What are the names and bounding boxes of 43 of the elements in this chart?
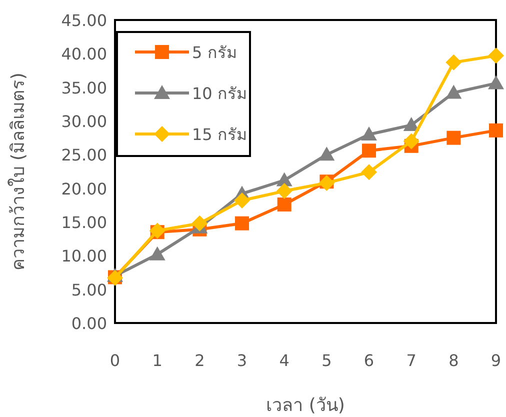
y-tick-label: 0.00: [71, 314, 107, 333]
point: [234, 192, 250, 208]
point: [362, 144, 376, 158]
point: [403, 117, 420, 132]
point: [489, 123, 503, 138]
y-tick-label: 40.00: [61, 44, 107, 64]
point: [446, 54, 462, 70]
point: [235, 216, 249, 230]
y-tick-label: 10.00: [61, 246, 107, 266]
point: [446, 84, 462, 99]
y-tick-label: 20.00: [61, 179, 107, 198]
point: [446, 130, 461, 145]
point: [361, 164, 377, 180]
legend-label: 5 กรัม: [192, 43, 238, 62]
x-axis-title: เวลา (วัน): [266, 395, 345, 416]
x-tick-label: 1: [152, 351, 162, 370]
y-tick-label: 35.00: [61, 78, 107, 98]
point: [149, 246, 166, 260]
point: [276, 183, 292, 200]
x-tick-label: 2: [194, 351, 205, 370]
point: [488, 48, 504, 64]
y-tick-label: 25.00: [61, 146, 107, 165]
legend-label: 10 กรัม: [192, 84, 248, 103]
point: [318, 146, 335, 161]
x-tick-label: 3: [236, 351, 248, 370]
x-tick-label: 4: [279, 351, 290, 370]
x-tick-label: 7: [406, 351, 416, 370]
x-tick-label: 9: [490, 351, 502, 370]
y-tick-label: 5.00: [71, 280, 107, 300]
point: [192, 215, 208, 232]
x-tick-label: 6: [364, 351, 374, 370]
point: [277, 197, 292, 212]
point: [361, 126, 377, 140]
point: [488, 75, 504, 90]
point: [403, 133, 420, 150]
x-tick-label: 8: [448, 351, 459, 370]
y-tick-label: 45.00: [61, 11, 107, 30]
legend-label: 15 กรัม: [192, 125, 248, 144]
x-tick-label: 0: [110, 351, 120, 370]
y-tick-label: 15.00: [61, 213, 107, 232]
x-tick-label: 5: [322, 351, 332, 370]
y-axis-title: ความกว้างใบ (มิลลิเมตร): [7, 72, 29, 270]
y-tick-label: 30.00: [61, 112, 107, 131]
